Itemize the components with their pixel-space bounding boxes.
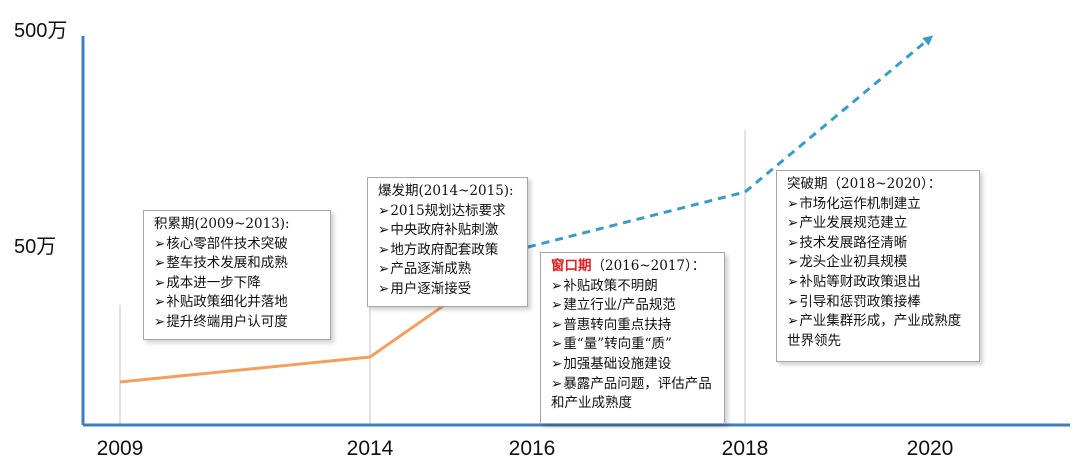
y-tick-label: 500万 xyxy=(14,20,67,42)
phase-box-window: 窗口期（2016~2017）： 补贴政策不明朗 建立行业/产品规范 普惠转向重点… xyxy=(540,252,725,424)
x-tick-labels: 2009 2014 2016 2018 2020 xyxy=(97,437,954,460)
phase-title-highlight: 窗口期 xyxy=(551,258,592,274)
phase-box-accumulation: 积累期(2009~2013): 核心零部件技术突破 整车技术发展和成熟 成本进一… xyxy=(143,210,331,340)
phase-title: 窗口期（2016~2017）： xyxy=(551,257,716,277)
phase-item: 产业发展规范建立 xyxy=(787,214,971,234)
phase-item: 市场化运作机制建立 xyxy=(787,195,971,215)
phase-item: 加强基础设施建设 xyxy=(551,355,716,375)
phase-title-rest: （2016~2017）： xyxy=(591,258,706,274)
phase-item: 技术发展路径清晰 xyxy=(787,234,971,254)
phase-title: 爆发期(2014~2015): xyxy=(378,183,514,199)
phase-title: 突破期（2018~2020）： xyxy=(787,176,942,192)
phase-item: 核心零部件技术突破 xyxy=(154,235,322,255)
x-tick-label: 2016 xyxy=(509,437,556,460)
phase-box-explosion: 爆发期(2014~2015): 2015规划达标要求 中央政府补贴刺激 地方政府… xyxy=(367,177,528,307)
y-tick-label: 50万 xyxy=(14,236,56,258)
phase-box-breakthrough: 突破期（2018~2020）： 市场化运作机制建立 产业发展规范建立 技术发展路… xyxy=(776,170,980,362)
phase-item: 地方政府配套政策 xyxy=(378,241,519,261)
phase-item: 整车技术发展和成熟 xyxy=(154,254,322,274)
phase-item: 产业集群形成，产业成熟度世界领先 xyxy=(787,312,971,351)
phase-item: 补贴政策不明朗 xyxy=(551,277,716,297)
phase-item: 补贴等财政政策退出 xyxy=(787,273,971,293)
phase-item: 产品逐渐成熟 xyxy=(378,260,519,280)
phase-item: 提升终端用户认可度 xyxy=(154,313,322,333)
x-tick-label: 2018 xyxy=(722,437,769,460)
axes xyxy=(81,36,1070,427)
x-tick-label: 2014 xyxy=(347,437,394,460)
series-line-forecast xyxy=(527,35,934,249)
phase-item: 重“量”转向重“质” xyxy=(551,335,716,355)
phase-item: 龙头企业初具规模 xyxy=(787,253,971,273)
phase-item: 成本进一步下降 xyxy=(154,274,322,294)
phase-item: 中央政府补贴刺激 xyxy=(378,221,519,241)
phase-item: 引导和惩罚政策接棒 xyxy=(787,293,971,313)
phase-item: 普惠转向重点扶持 xyxy=(551,316,716,336)
phase-item: 暴露产品问题，评估产品和产业成熟度 xyxy=(551,375,716,414)
phase-item: 建立行业/产品规范 xyxy=(551,296,716,316)
y-tick-labels: 50万 500万 xyxy=(14,20,67,258)
x-tick-label: 2020 xyxy=(907,437,954,460)
phase-item: 补贴政策细化并落地 xyxy=(154,293,322,313)
phase-item: 用户逐渐接受 xyxy=(378,280,519,300)
phase-item: 2015规划达标要求 xyxy=(378,202,519,222)
phase-title: 积累期(2009~2013): xyxy=(154,216,290,232)
x-tick-label: 2009 xyxy=(97,437,144,460)
